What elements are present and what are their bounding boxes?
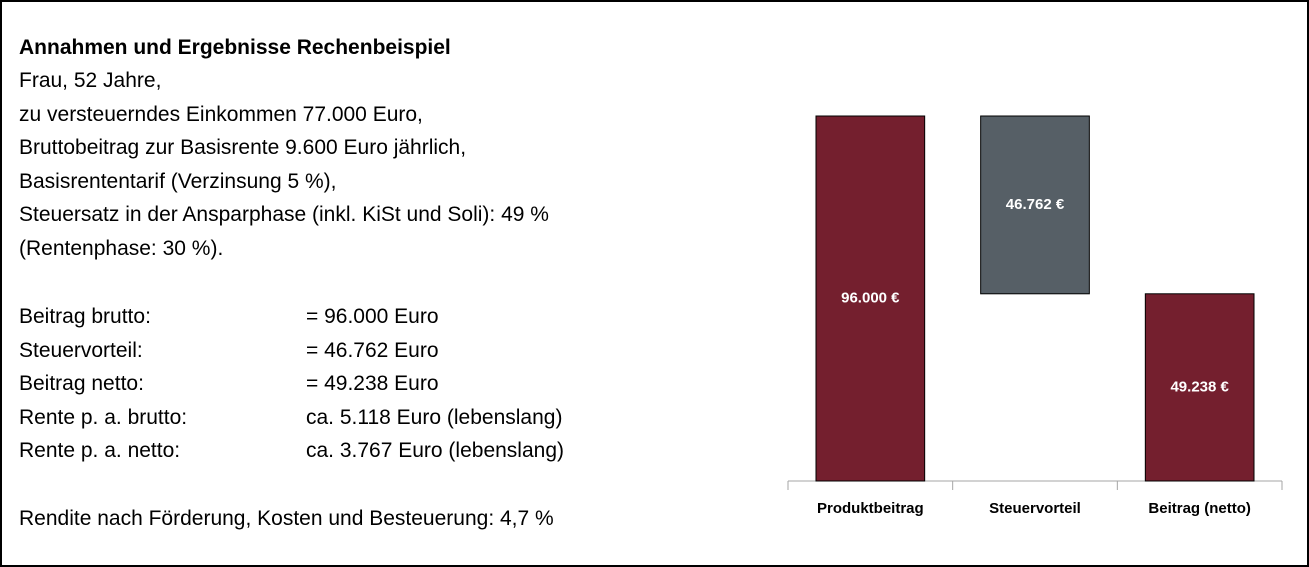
text-line: (Rentenphase: 30 %). [19, 237, 224, 260]
row-value: = 49.238 Euro [306, 372, 439, 396]
text-line: Steuersatz in der Ansparphase (inkl. KiS… [19, 203, 549, 227]
text-line: Bruttobeitrag zur Basisrente 9.600 Euro … [19, 136, 467, 160]
category-label: Beitrag (netto) [1148, 500, 1251, 517]
row-label: Beitrag netto: [19, 372, 144, 396]
value-label: 49.238 € [1170, 378, 1229, 395]
text-line: Frau, 52 Jahre, [19, 69, 162, 92]
title: Annahmen und Ergebnisse Rechenbeispiel [19, 36, 451, 59]
text-line: zu versteuerndes Einkommen 77.000 Euro, [19, 102, 423, 126]
value-label: 96.000 € [841, 289, 900, 306]
row-value: ca. 3.767 Euro (lebenslang) [306, 439, 564, 463]
category-label: Steuervorteil [989, 500, 1081, 517]
value-label: 46.762 € [1006, 196, 1065, 213]
row-label: Rente p. a. brutto: [19, 405, 188, 429]
row-label: Rente p. a. netto: [19, 439, 181, 463]
category-label: Produktbeitrag [817, 500, 924, 517]
row-label: Steuervorteil: [19, 338, 143, 362]
row-label: Beitrag brutto: [19, 305, 151, 328]
bar [815, 115, 926, 482]
text-line: Basisrententarif (Verzinsung 5 %), [19, 169, 337, 193]
row-value: = 46.762 Euro [306, 338, 439, 362]
bar [980, 115, 1090, 295]
row-value: = 96.000 Euro [306, 305, 439, 328]
footer: Rendite nach Förderung, Kosten und Beste… [19, 507, 554, 530]
bar [1144, 293, 1255, 482]
row-value: ca. 5.118 Euro (lebenslang) [306, 405, 563, 429]
